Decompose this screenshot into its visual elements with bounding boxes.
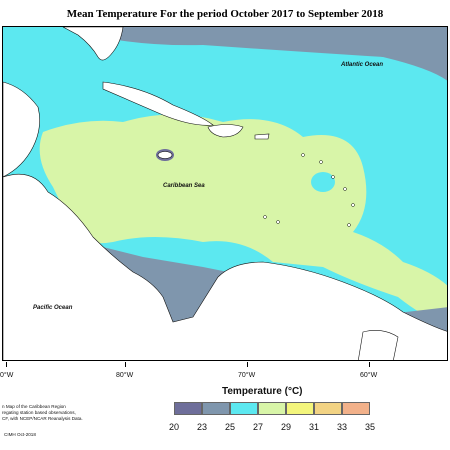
land-puerto-rico: [254, 133, 270, 140]
cyan-patch: [311, 172, 335, 192]
legend-value-27: 27: [252, 422, 263, 432]
legend-value-25: 25: [224, 422, 235, 432]
legend-swatch-6: [342, 402, 370, 415]
land-islands: [263, 153, 355, 227]
legend-title: Temperature (°C): [222, 386, 303, 397]
label-pacific-ocean: Pacific Ocean: [33, 305, 73, 311]
credit-line-3: CF, with NCEP/NCAR Reanalysis Data.: [2, 416, 83, 421]
label-caribbean-sea: Caribbean Sea: [163, 183, 205, 189]
land-south-coast-patch: [358, 330, 399, 360]
lon-label-4: 60°W: [360, 372, 378, 379]
legend-swatch-1: [202, 402, 230, 415]
legend-value-23: 23: [196, 422, 207, 432]
temperature-map: [3, 27, 447, 360]
legend-value-33: 33: [336, 422, 347, 432]
land-jamaica: [157, 151, 173, 159]
map-title: Mean Temperature For the period October …: [66, 8, 384, 20]
tick-lon-1: [6, 362, 7, 367]
legend-swatch-4: [286, 402, 314, 415]
map-panel: Atlantic Ocean Caribbean Sea Pacific Oce…: [2, 26, 448, 361]
land-cuba: [102, 81, 214, 126]
legend-swatch-0: [174, 402, 202, 415]
credit-line-2: regating station based observations,: [2, 410, 76, 415]
tick-lon-2: [125, 362, 126, 367]
legend-value-29: 29: [280, 422, 291, 432]
credit-line-4: CIMH Oct-2018: [4, 432, 36, 437]
legend-swatch-5: [314, 402, 342, 415]
label-atlantic-ocean: Atlantic Ocean: [341, 62, 384, 68]
legend-swatch-2: [230, 402, 258, 415]
land-florida: [62, 27, 124, 61]
legend-swatch-3: [258, 402, 286, 415]
credit-line-1: n Map of the Caribbean Region: [2, 404, 66, 409]
legend-value-31: 31: [308, 422, 319, 432]
legend-value-20: 20: [168, 422, 179, 432]
lon-label-1: 0°W: [0, 372, 14, 379]
tick-lon-3: [247, 362, 248, 367]
ocean-light-green-area: [39, 114, 447, 327]
land-central-america: [3, 173, 447, 360]
tick-lon-4: [369, 362, 370, 367]
land-yucatan: [3, 81, 40, 178]
lon-label-2: 80°W: [116, 372, 134, 379]
land-hispaniola: [207, 124, 244, 138]
legend-value-35: 35: [364, 422, 375, 432]
lon-label-3: 70°W: [238, 372, 256, 379]
